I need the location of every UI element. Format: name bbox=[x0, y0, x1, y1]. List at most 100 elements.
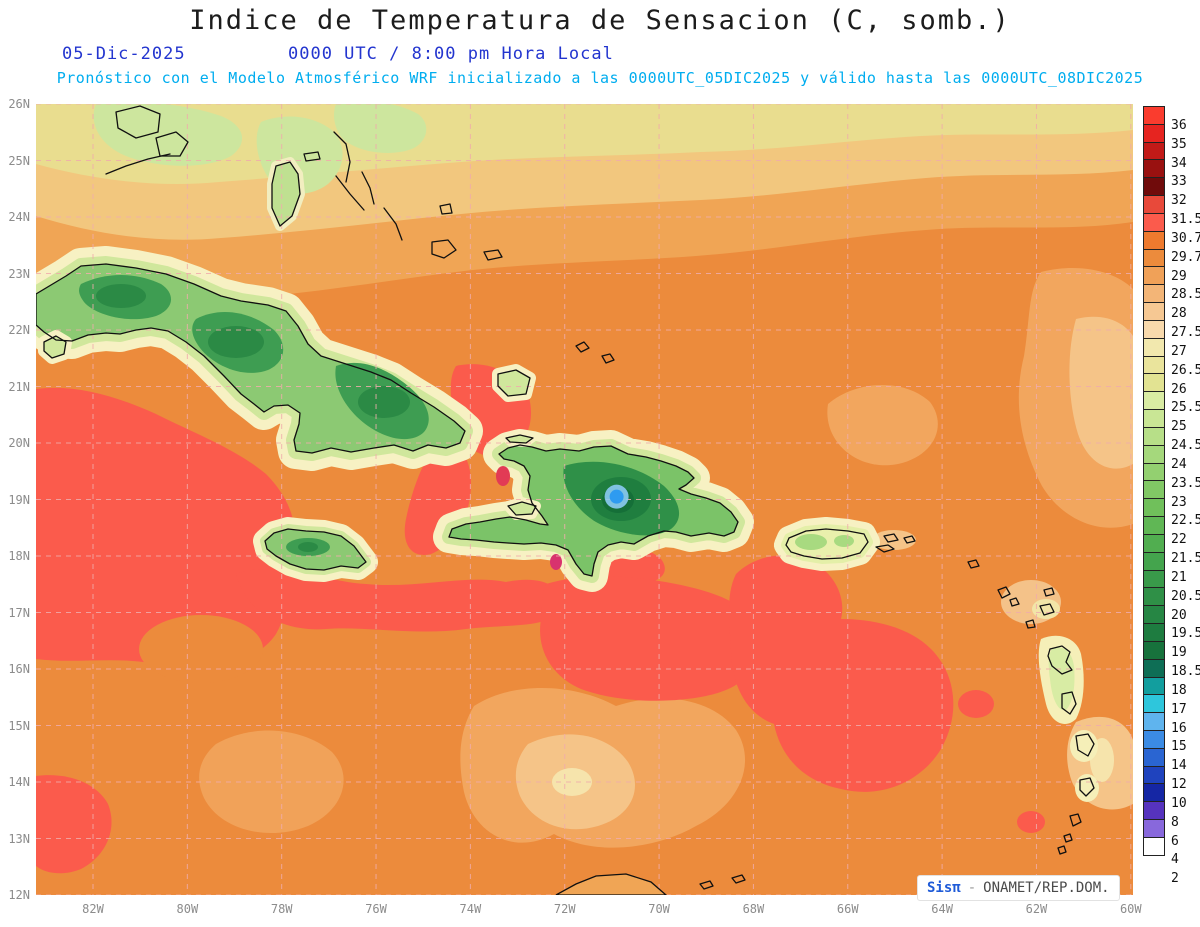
colorbar-box bbox=[1143, 462, 1165, 482]
colorbar-tick-label: 23 bbox=[1171, 494, 1187, 510]
watermark: Sisπ - ONAMET/REP.DOM. bbox=[917, 875, 1120, 901]
lat-label: 12N bbox=[8, 888, 30, 902]
page-title: Indice de Temperatura de Sensacion (C, s… bbox=[189, 5, 1011, 36]
lon-label: 74W bbox=[459, 902, 482, 916]
colorbar-tick-label: 24 bbox=[1171, 456, 1187, 472]
lon-label: 72W bbox=[553, 902, 576, 916]
colorbar-box bbox=[1143, 587, 1165, 607]
colorbar-box bbox=[1143, 159, 1165, 179]
colorbar-box bbox=[1143, 658, 1165, 678]
colorbar-tick-label: 27.5 bbox=[1171, 325, 1200, 340]
colorbar-box bbox=[1143, 605, 1165, 625]
colorbar-box bbox=[1143, 391, 1165, 411]
lat-label: 19N bbox=[8, 492, 30, 507]
colorbar-box bbox=[1143, 141, 1165, 161]
colorbar-tick-label: 20 bbox=[1171, 607, 1187, 623]
colorbar-box bbox=[1143, 747, 1165, 767]
colorbar-box bbox=[1143, 729, 1165, 749]
colorbar-box bbox=[1143, 623, 1165, 642]
forecast-date: 05-Dic-2025 bbox=[62, 44, 186, 64]
brand-logo: Sisπ bbox=[927, 880, 961, 896]
colorbar-tick-label: 25.5 bbox=[1171, 400, 1200, 416]
island-fill-layer bbox=[36, 162, 1099, 895]
colorbar-tick-label: 27 bbox=[1171, 343, 1187, 359]
lat-label: 17N bbox=[8, 605, 30, 620]
bahamas-islands bbox=[105, 105, 615, 397]
colorbar-tick-label: 22 bbox=[1171, 532, 1187, 548]
colorbar-tick-label: 31.5 bbox=[1171, 212, 1200, 227]
colorbar-tick-label: 24.5 bbox=[1171, 438, 1200, 453]
lon-label: 78W bbox=[270, 902, 293, 916]
colorbar-tick-label: 28 bbox=[1171, 306, 1187, 322]
lat-label: 14N bbox=[8, 775, 30, 789]
lat-label: 18N bbox=[8, 549, 30, 563]
colorbar-tick-label: 23.5 bbox=[1171, 475, 1200, 491]
colorbar-tick-label: 21 bbox=[1171, 569, 1187, 585]
colorbar-box bbox=[1143, 480, 1165, 500]
colorbar-tick-label: 22.5 bbox=[1171, 513, 1200, 529]
lon-label: 66W bbox=[836, 902, 859, 916]
lon-label: 64W bbox=[931, 902, 953, 916]
colorbar-tick-label: 34 bbox=[1171, 155, 1187, 171]
station-marker bbox=[609, 489, 624, 504]
colorbar-box bbox=[1143, 302, 1165, 321]
colorbar-box bbox=[1143, 836, 1165, 856]
lat-label: 15N bbox=[8, 718, 30, 733]
forecast-note: Pronóstico con el Modelo Atmosférico WRF… bbox=[56, 69, 1144, 87]
lon-label: 76W bbox=[365, 902, 387, 916]
lat-label: 16N bbox=[8, 662, 30, 676]
colorbar-tick-label: 2 bbox=[1171, 871, 1179, 887]
colorbar-box bbox=[1143, 694, 1165, 714]
coastline-layer bbox=[36, 105, 1095, 895]
colorbar-box bbox=[1143, 551, 1165, 571]
watermark-separator: - bbox=[967, 880, 977, 896]
colorbar-tick-label: 8 bbox=[1171, 814, 1179, 830]
colorbar-tick-label: 12 bbox=[1171, 777, 1187, 792]
colorbar-box bbox=[1143, 284, 1165, 304]
colorbar-box bbox=[1143, 516, 1165, 535]
colorbar-tick-label: 26 bbox=[1171, 381, 1187, 397]
colorbar-box bbox=[1143, 426, 1165, 446]
longitude-axis: 82W 80W 78W 76W 74W 72W 70W 68W 66W 64W 62W 60W bbox=[36, 902, 1141, 920]
colorbar-box bbox=[1143, 195, 1165, 214]
colorbar-labels: 36 35 34 33 32 31.5 30.7 29.7 29 28.5 28 27.5 27 26.5… bbox=[1171, 107, 1200, 898]
colorbar-tick-label: 4 bbox=[1171, 852, 1179, 868]
colorbar-box bbox=[1143, 640, 1165, 660]
colorbar-tick-label: 26.5 bbox=[1171, 362, 1200, 378]
temperature-field-layer bbox=[36, 104, 1133, 895]
lon-label: 80W bbox=[176, 902, 199, 916]
colorbar-box bbox=[1143, 801, 1165, 821]
lat-label: 23N bbox=[8, 266, 30, 281]
colorbar-tick-label: 19.5 bbox=[1171, 626, 1200, 642]
colorbar-box bbox=[1143, 106, 1165, 125]
colorbar-tick-label: 33 bbox=[1171, 174, 1187, 190]
colorbar-box bbox=[1143, 712, 1165, 731]
colorbar bbox=[1143, 106, 1165, 856]
colorbar-box bbox=[1143, 676, 1165, 696]
lat-label: 13N bbox=[8, 831, 30, 846]
lat-label: 26N bbox=[8, 97, 30, 111]
colorbar-box bbox=[1143, 266, 1165, 286]
map-area bbox=[36, 104, 1133, 895]
colorbar-tick-label: 16 bbox=[1171, 720, 1187, 736]
colorbar-tick-label: 14 bbox=[1171, 758, 1187, 774]
colorbar-box bbox=[1143, 212, 1165, 232]
colorbar-tick-label: 6 bbox=[1171, 833, 1179, 849]
lat-label: 24N bbox=[8, 210, 30, 224]
lon-label: 60W bbox=[1119, 902, 1142, 916]
colorbar-box bbox=[1143, 319, 1165, 339]
lon-label: 70W bbox=[648, 902, 670, 916]
lat-label: 21N bbox=[8, 379, 30, 394]
colorbar-tick-label: 10 bbox=[1171, 795, 1187, 811]
colorbar-tick-label: 29.7 bbox=[1171, 249, 1200, 265]
marker-layer bbox=[604, 484, 629, 509]
colorbar-box bbox=[1143, 444, 1165, 464]
grid-layer bbox=[36, 104, 1133, 895]
colorbar-box bbox=[1143, 765, 1165, 785]
colorbar-box bbox=[1143, 409, 1165, 428]
colorbar-tick-label: 32 bbox=[1171, 193, 1187, 209]
colorbar-tick-label: 35 bbox=[1171, 136, 1187, 152]
watermark-org: ONAMET/REP.DOM. bbox=[983, 880, 1110, 896]
south-america-coastline bbox=[555, 873, 746, 895]
lat-label: 22N bbox=[8, 323, 30, 337]
